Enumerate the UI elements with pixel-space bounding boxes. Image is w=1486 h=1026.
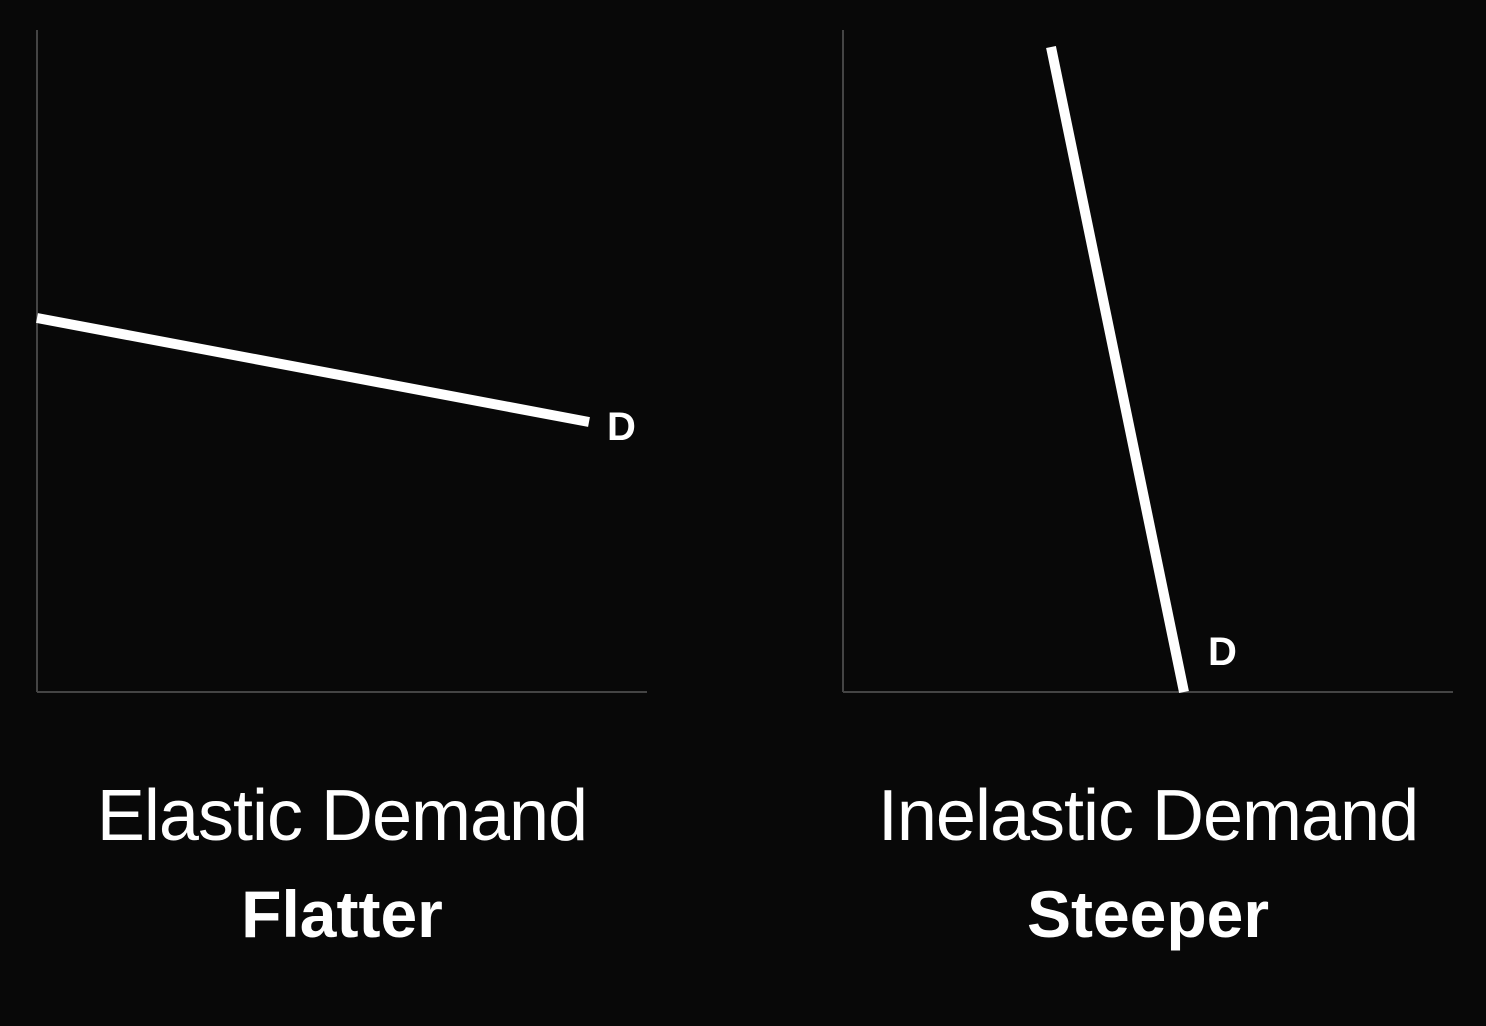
elastic-demand-subtitle: Flatter — [241, 877, 443, 951]
inelastic-demand-panel: D — [842, 30, 1453, 694]
elastic-demand-panel: D — [36, 30, 647, 693]
inelastic-demand-curve — [1046, 45, 1189, 694]
inelastic-demand-curve-label: D — [1208, 630, 1237, 674]
inelastic-demand-subtitle: Steeper — [1026, 877, 1270, 951]
elastic-demand-curve — [36, 313, 590, 427]
elastic-demand-title: Elastic Demand — [96, 776, 588, 856]
elastic-demand-curve-label: D — [607, 405, 636, 449]
inelastic-demand-title: Inelastic Demand — [877, 776, 1419, 856]
